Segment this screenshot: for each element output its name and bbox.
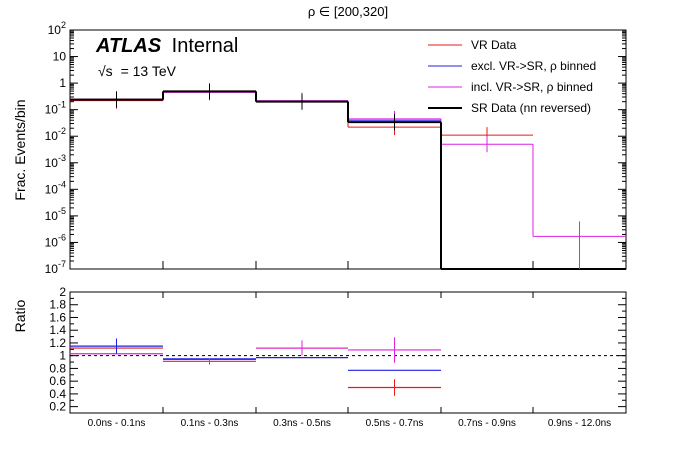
atlas-experiment: ATLAS xyxy=(95,35,162,57)
top-series xyxy=(70,83,626,270)
top-y-tick-label: 10-1 xyxy=(45,100,66,117)
top-y-tick-label: 10-2 xyxy=(45,126,66,143)
atlas-label: ATLAS Internal xyxy=(95,35,238,57)
top-y-tick-label: 102 xyxy=(48,20,66,37)
legend-label: SR Data (nn reversed) xyxy=(471,101,591,115)
ratio-y-tick-label: 0.6 xyxy=(49,374,66,388)
ratio-y-tick-label: 0.4 xyxy=(49,387,66,401)
x-category-label: 0.7ns - 0.9ns xyxy=(458,418,516,429)
ratio-plot-frame xyxy=(69,291,627,414)
ratio-y-tick-label: 1.6 xyxy=(49,310,66,324)
top-y-tick-label: 10 xyxy=(53,50,67,64)
x-category-label: 0.3ns - 0.5ns xyxy=(273,418,331,429)
ratio-y-axis-title: Ratio xyxy=(12,299,28,332)
ratio-y-tick-label: 0.8 xyxy=(49,361,66,375)
top-y-tick-label: 10-4 xyxy=(45,179,66,196)
ratio-series xyxy=(70,337,441,396)
x-category-label: 0.1ns - 0.3ns xyxy=(181,418,239,429)
top-y-tick-label: 10-5 xyxy=(45,206,66,223)
x-category-label: 0.5ns - 0.7ns xyxy=(366,418,424,429)
ratio-y-tick-label: 0.2 xyxy=(49,400,66,414)
x-category-label: 0.0ns - 0.1ns xyxy=(88,418,146,429)
legend-label: excl. VR->SR, ρ binned xyxy=(471,59,596,73)
top-y-tick-label: 1 xyxy=(59,76,66,90)
top-axis-ticks: 10-7 10-6 10-5 10-4 10-3 10-2 10-1 1 10 102 xyxy=(45,20,627,413)
top-y-axis-title: Frac. Events/bin xyxy=(12,99,28,200)
series-sr-data-nn-reversed- xyxy=(70,83,626,270)
energy-value: = 13 TeV xyxy=(121,63,177,79)
energy-label: √s = 13 TeV xyxy=(98,63,177,79)
legend-label: incl. VR->SR, ρ binned xyxy=(471,80,593,94)
energy-prefix: √s xyxy=(98,63,113,79)
chart-title: ρ ∈ [200,320] xyxy=(308,4,388,19)
ratio-y-tick-label: 2 xyxy=(59,285,66,299)
top-y-tick-label: 10-3 xyxy=(45,153,66,170)
ratio-y-tick-label: 1.8 xyxy=(49,298,66,312)
ratio-y-tick-label: 1 xyxy=(59,349,66,363)
top-y-tick-label: 10-6 xyxy=(45,232,66,249)
ratio-axis-ticks: 0.20.40.60.811.21.41.61.82 0.0ns - 0.1ns 0… xyxy=(49,285,626,429)
legend: VR Data excl. VR->SR, ρ binned incl. VR->S… xyxy=(428,38,596,115)
top-y-tick-label: 10-7 xyxy=(45,259,66,276)
ratio-y-tick-label: 1.4 xyxy=(49,323,66,337)
atlas-status: Internal xyxy=(172,35,239,57)
x-category-label: 0.9ns - 12.0ns xyxy=(548,418,611,429)
legend-label: VR Data xyxy=(471,38,517,52)
ratio-y-tick-label: 1.2 xyxy=(49,336,66,350)
